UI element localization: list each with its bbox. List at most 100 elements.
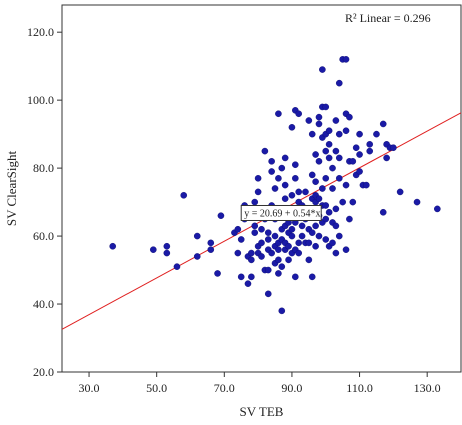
data-point: [312, 151, 319, 158]
data-point: [325, 141, 333, 148]
x-tick-label: 110.0: [346, 381, 373, 395]
y-tick-label: 60.0: [33, 229, 54, 243]
data-point: [275, 256, 282, 264]
data-point: [315, 120, 323, 128]
data-point: [258, 225, 265, 233]
data-point: [356, 151, 363, 158]
data-point: [237, 273, 245, 281]
equation-box-border: [240, 204, 322, 221]
data-point: [325, 208, 333, 216]
data-point: [254, 175, 262, 182]
data-point: [285, 256, 292, 264]
data-point: [271, 232, 279, 240]
data-point: [319, 185, 326, 192]
data-point: [349, 198, 357, 206]
data-point: [295, 249, 302, 257]
data-point: [308, 229, 316, 236]
x-tick-label: 70.0: [214, 381, 235, 395]
data-point: [322, 202, 330, 209]
data-point: [268, 168, 275, 175]
data-point: [308, 171, 316, 179]
x-axis: 30.0 50.0 70.0 90.0 110.0 130.0: [79, 372, 441, 395]
data-point: [335, 79, 343, 87]
data-point: [322, 175, 330, 182]
data-point: [292, 273, 299, 281]
data-point: [342, 56, 350, 63]
data-point: [261, 147, 269, 155]
y-tick-label: 20.0: [33, 365, 54, 379]
data-point: [339, 198, 346, 206]
data-point: [335, 130, 343, 138]
y-axis: 20.0 40.0 60.0 80.0 100.0 120.0: [27, 25, 62, 379]
data-point: [237, 236, 245, 243]
data-point: [288, 124, 296, 131]
data-point: [251, 229, 259, 236]
data-point: [346, 113, 353, 121]
data-points: [109, 56, 441, 315]
data-point: [234, 225, 242, 233]
data-point: [251, 198, 259, 206]
data-point: [163, 249, 171, 257]
data-point: [379, 208, 387, 216]
data-point: [342, 246, 350, 253]
data-point: [268, 158, 275, 165]
data-point: [207, 246, 215, 253]
data-point: [288, 225, 296, 233]
data-point: [264, 290, 272, 298]
data-point: [332, 222, 340, 230]
data-point: [264, 236, 272, 243]
data-point: [315, 195, 323, 202]
equation-box: y = 20.69 + 0.54*x: [240, 204, 322, 221]
data-point: [207, 239, 215, 247]
data-point: [308, 273, 316, 281]
data-point: [163, 242, 171, 250]
data-point: [109, 242, 117, 250]
data-point: [308, 130, 316, 138]
data-point: [264, 266, 272, 274]
data-point: [275, 270, 282, 277]
data-point: [332, 117, 340, 124]
data-point: [335, 232, 343, 240]
data-point: [335, 175, 343, 182]
x-tick-label: 130.0: [414, 381, 441, 395]
data-point: [366, 141, 374, 148]
data-point: [288, 191, 296, 199]
data-point: [180, 191, 188, 199]
data-point: [363, 181, 370, 189]
data-point: [271, 185, 279, 192]
data-point: [278, 263, 286, 270]
data-point: [295, 110, 302, 118]
data-point: [332, 249, 340, 257]
data-point: [234, 249, 242, 257]
data-point: [295, 188, 302, 196]
y-tick-label: 120.0: [27, 25, 54, 39]
data-point: [329, 185, 336, 192]
data-point: [352, 144, 360, 152]
data-point: [379, 120, 387, 128]
data-point: [193, 232, 201, 240]
data-point: [312, 178, 319, 186]
data-point: [322, 147, 330, 155]
data-point: [356, 168, 363, 175]
x-tick-label: 50.0: [146, 381, 167, 395]
data-point: [281, 181, 289, 189]
data-point: [332, 205, 340, 213]
data-point: [356, 130, 363, 138]
data-point: [298, 222, 306, 230]
data-point: [396, 188, 404, 196]
data-point: [315, 158, 323, 165]
data-point: [173, 263, 181, 270]
data-point: [251, 222, 259, 230]
data-point: [288, 232, 296, 240]
data-point: [329, 239, 336, 247]
y-tick-label: 40.0: [33, 297, 54, 311]
data-point: [315, 113, 323, 121]
x-tick-label: 30.0: [79, 381, 100, 395]
equation-label: y = 20.69 + 0.54*x: [244, 208, 320, 219]
data-point: [248, 273, 255, 281]
data-point: [322, 215, 330, 223]
y-tick-label: 80.0: [33, 161, 54, 175]
data-point: [254, 188, 262, 196]
data-point: [325, 127, 333, 135]
